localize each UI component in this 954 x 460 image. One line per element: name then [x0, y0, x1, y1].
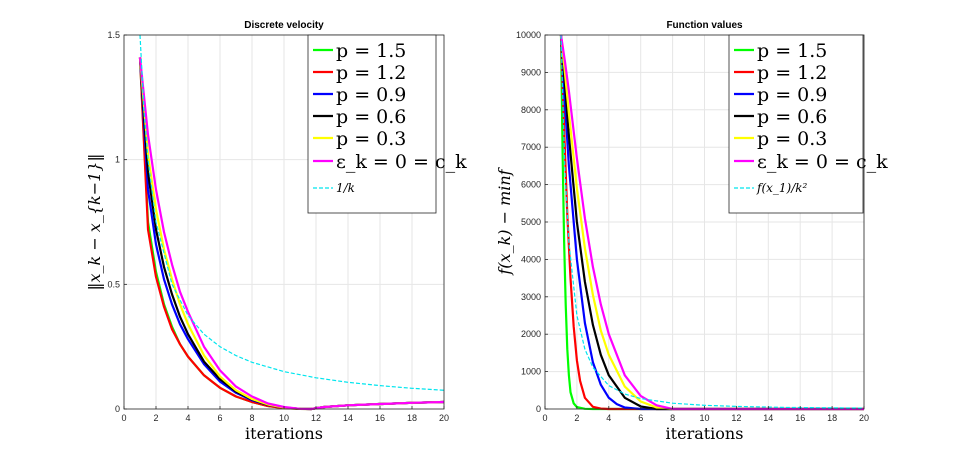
series-line-3 [559, 34, 864, 411]
y-tick-label: 1000 [521, 367, 541, 377]
x-tick-label: 16 [375, 413, 385, 423]
y-tick-label: 0.5 [107, 279, 120, 289]
legend-label-1: p = 1.5 [336, 40, 406, 62]
chart-panel-1: 0 2 4 6 8 10 12 14 16 18 20 0 0.5 1 1.5 Discrete veloci… [85, 20, 467, 443]
series-line-4 [559, 34, 864, 411]
x-tick-label: 8 [249, 413, 254, 423]
y-tick-label: 4000 [521, 254, 541, 264]
y-tick-label: 1 [115, 155, 120, 165]
x-axis-label: iterations [666, 424, 744, 443]
legend-label-7: 1/k [336, 181, 355, 195]
x-tick-label: 0 [542, 413, 547, 423]
x-tick-label: 8 [670, 413, 675, 423]
x-axis-label: iterations [245, 424, 323, 443]
legend-label-3: p = 0.9 [336, 84, 406, 106]
x-tick-label: 2 [574, 413, 579, 423]
y-tick-label: 0 [536, 404, 541, 414]
legend-label-3: p = 0.9 [757, 84, 827, 106]
legend-label-7: f(x_1)/k² [756, 181, 808, 195]
chart-title: Function values [666, 20, 743, 31]
series-line-7 [139, 34, 445, 391]
x-tick-label: 18 [827, 413, 837, 423]
x-tick-label: 2 [153, 413, 158, 423]
x-tick-label: 4 [606, 413, 611, 423]
legend-label-2: p = 1.2 [336, 62, 406, 84]
chart-title: Discrete velocity [244, 20, 324, 31]
y-tick-label: 0 [115, 404, 120, 414]
legend-label-5: p = 0.3 [336, 128, 406, 150]
y-axis-label: ‖x_k − x_{k−1}‖ [85, 154, 104, 291]
x-tick-label: 20 [439, 413, 449, 423]
x-tick-label: 14 [343, 413, 353, 423]
chart-panel-2: 0 2 4 6 8 10 12 14 16 18 20 0 1000 2000 3000 4000 5000 60… [495, 20, 888, 443]
legend: p = 1.5p = 1.2p = 0.9p = 0.6p = 0.3ε_k =… [307, 34, 467, 214]
legend-label-6: ε_k = 0 = c_k [757, 151, 888, 173]
y-tick-label: 9000 [521, 67, 541, 77]
y-tick-label: 5000 [521, 217, 541, 227]
x-tick-label: 16 [795, 413, 805, 423]
legend-label-4: p = 0.6 [336, 106, 406, 128]
y-tick-label: 2000 [521, 329, 541, 339]
y-tick-label: 7000 [521, 142, 541, 152]
legend-label-1: p = 1.5 [757, 40, 827, 62]
legend-label-5: p = 0.3 [757, 128, 827, 150]
x-tick-label: 10 [699, 413, 709, 423]
legend-box [307, 34, 437, 214]
series-line-6 [559, 34, 864, 411]
series-line-5 [559, 34, 864, 411]
x-tick-label: 18 [407, 413, 417, 423]
y-axis-label: f(x_k) − minf [495, 166, 514, 275]
y-tick-label: 10000 [516, 30, 541, 40]
legend-box [728, 34, 864, 214]
x-tick-label: 0 [121, 413, 126, 423]
x-tick-label: 6 [638, 413, 643, 423]
series-line-7 [560, 34, 865, 409]
x-tick-label: 14 [763, 413, 773, 423]
y-tick-label: 1.5 [107, 30, 120, 40]
legend-label-2: p = 1.2 [757, 62, 827, 84]
y-tick-label: 3000 [521, 292, 541, 302]
legend-label-4: p = 0.6 [757, 106, 827, 128]
x-tick-label: 4 [185, 413, 190, 423]
series-line-6 [138, 57, 445, 411]
x-tick-label: 12 [311, 413, 321, 423]
legend: p = 1.5p = 1.2p = 0.9p = 0.6p = 0.3ε_k =… [728, 34, 888, 214]
x-tick-label: 10 [279, 413, 289, 423]
y-tick-label: 6000 [521, 180, 541, 190]
x-tick-label: 6 [217, 413, 222, 423]
legend-label-6: ε_k = 0 = c_k [336, 151, 467, 173]
x-tick-label: 20 [859, 413, 869, 423]
y-tick-label: 8000 [521, 105, 541, 115]
x-tick-label: 12 [731, 413, 741, 423]
